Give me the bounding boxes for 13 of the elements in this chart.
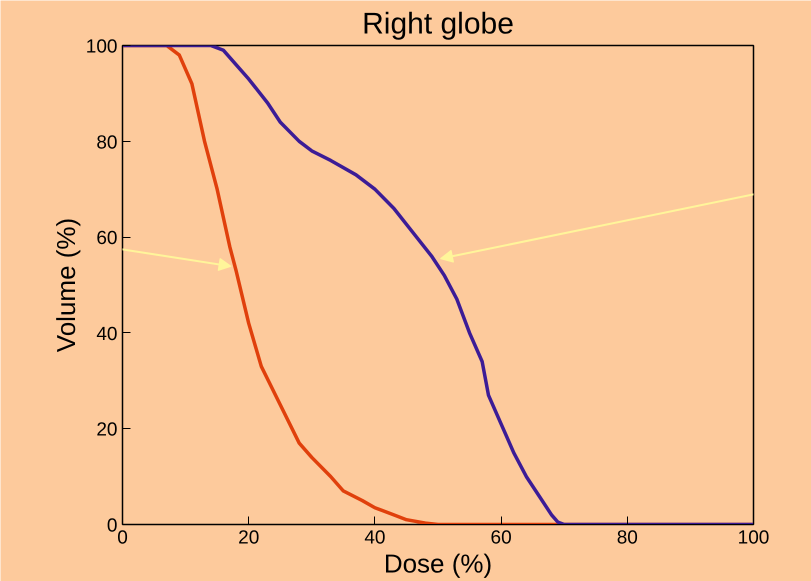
y-axis-title: Volume (%) [50,218,81,352]
y-tick-label: 20 [96,420,118,441]
y-tick-label: 60 [96,228,118,250]
y-tick-label: 80 [96,132,118,154]
chart-title: Right globe [362,8,514,40]
x-tick-label: 60 [490,528,512,548]
y-tick-label: 40 [96,324,118,345]
x-tick-label: 80 [616,528,638,548]
x-tick-label: 40 [364,528,386,548]
x-tick-label: 100 [738,528,770,548]
y-tick-label: 100 [86,36,118,58]
x-axis-title: Dose (%) [384,548,492,578]
x-tick-label: 20 [238,528,260,548]
